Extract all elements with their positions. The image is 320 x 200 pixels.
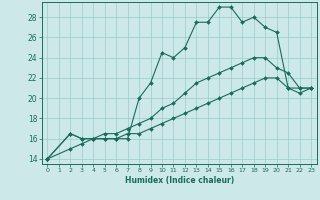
X-axis label: Humidex (Indice chaleur): Humidex (Indice chaleur) — [124, 176, 234, 185]
